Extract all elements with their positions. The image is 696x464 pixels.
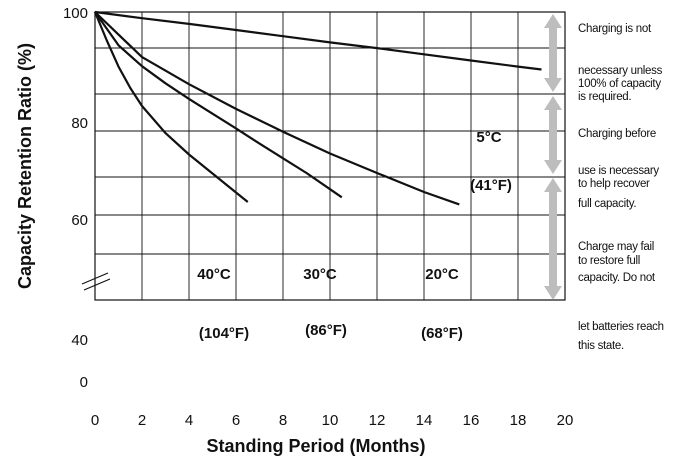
y-axis-title: Capacity Retention Ratio (%)	[15, 43, 35, 289]
series-line-0	[94, 10, 542, 71]
x-tick-label: 8	[279, 412, 287, 429]
series-unit-label-1: (68°F)	[421, 325, 463, 342]
series-label-2: 30°C	[303, 266, 337, 283]
series-label-0: 5°C	[476, 129, 501, 146]
x-tick-label: 12	[369, 412, 386, 429]
annotation-line: Charging before	[578, 128, 656, 140]
series-label-3: 40°C	[197, 266, 231, 283]
x-tick-label: 10	[322, 412, 339, 429]
annotation-line: to help recover	[578, 178, 650, 190]
annotation-line: this state.	[578, 340, 624, 352]
axis-break-mark	[81, 272, 111, 291]
annotation-line: necessary unless	[578, 65, 663, 77]
y-tick-label: 40	[71, 332, 88, 349]
y-tick-label: 0	[80, 374, 88, 391]
series-label-1: 20°C	[425, 266, 459, 283]
annotation-line: Charging is not	[578, 23, 652, 35]
series-unit-label-2: (86°F)	[305, 322, 347, 339]
annotation-line: capacity. Do not	[578, 272, 656, 284]
x-tick-label: 6	[232, 412, 240, 429]
range-arrow-1	[544, 96, 562, 174]
x-tick-label: 18	[510, 412, 527, 429]
annotation-line: full capacity.	[578, 198, 636, 210]
x-tick-label: 20	[557, 412, 574, 429]
series-line-2	[94, 11, 343, 199]
x-tick-label: 4	[185, 412, 193, 429]
x-tick-label: 2	[138, 412, 146, 429]
annotation-line: is required.	[578, 91, 631, 103]
annotation-line: use is necessary	[578, 165, 659, 177]
series-unit-label-0: (41°F)	[470, 177, 512, 194]
x-tick-label: 16	[463, 412, 480, 429]
y-tick-label: 100	[63, 5, 88, 22]
annotation-line: 100% of capacity	[578, 78, 661, 90]
y-tick-label: 80	[71, 115, 88, 132]
x-tick-label: 14	[416, 412, 433, 429]
annotation-line: Charge may fail	[578, 241, 654, 253]
ticks: 0 2 4 6 8 10 12 14 16 18 20 100 80 60 40 0	[63, 5, 573, 429]
series-lines	[93, 10, 542, 206]
y-tick-label: 60	[71, 212, 88, 229]
x-tick-label: 0	[91, 412, 99, 429]
x-axis-title: Standing Period (Months)	[207, 436, 426, 456]
series-line-3	[93, 11, 249, 203]
series-line-1	[94, 11, 460, 206]
series-unit-label-3: (104°F)	[199, 325, 249, 342]
labels: 5°C (41°F) 20°C (68°F) 30°C (86°F) 40°C (104°F)	[197, 129, 512, 342]
grid	[81, 11, 566, 301]
annotation-line: let batteries reach	[578, 321, 664, 333]
annotation-line: to restore full	[578, 255, 640, 267]
range-arrow-0	[544, 14, 562, 92]
range-arrow-2	[544, 178, 562, 300]
